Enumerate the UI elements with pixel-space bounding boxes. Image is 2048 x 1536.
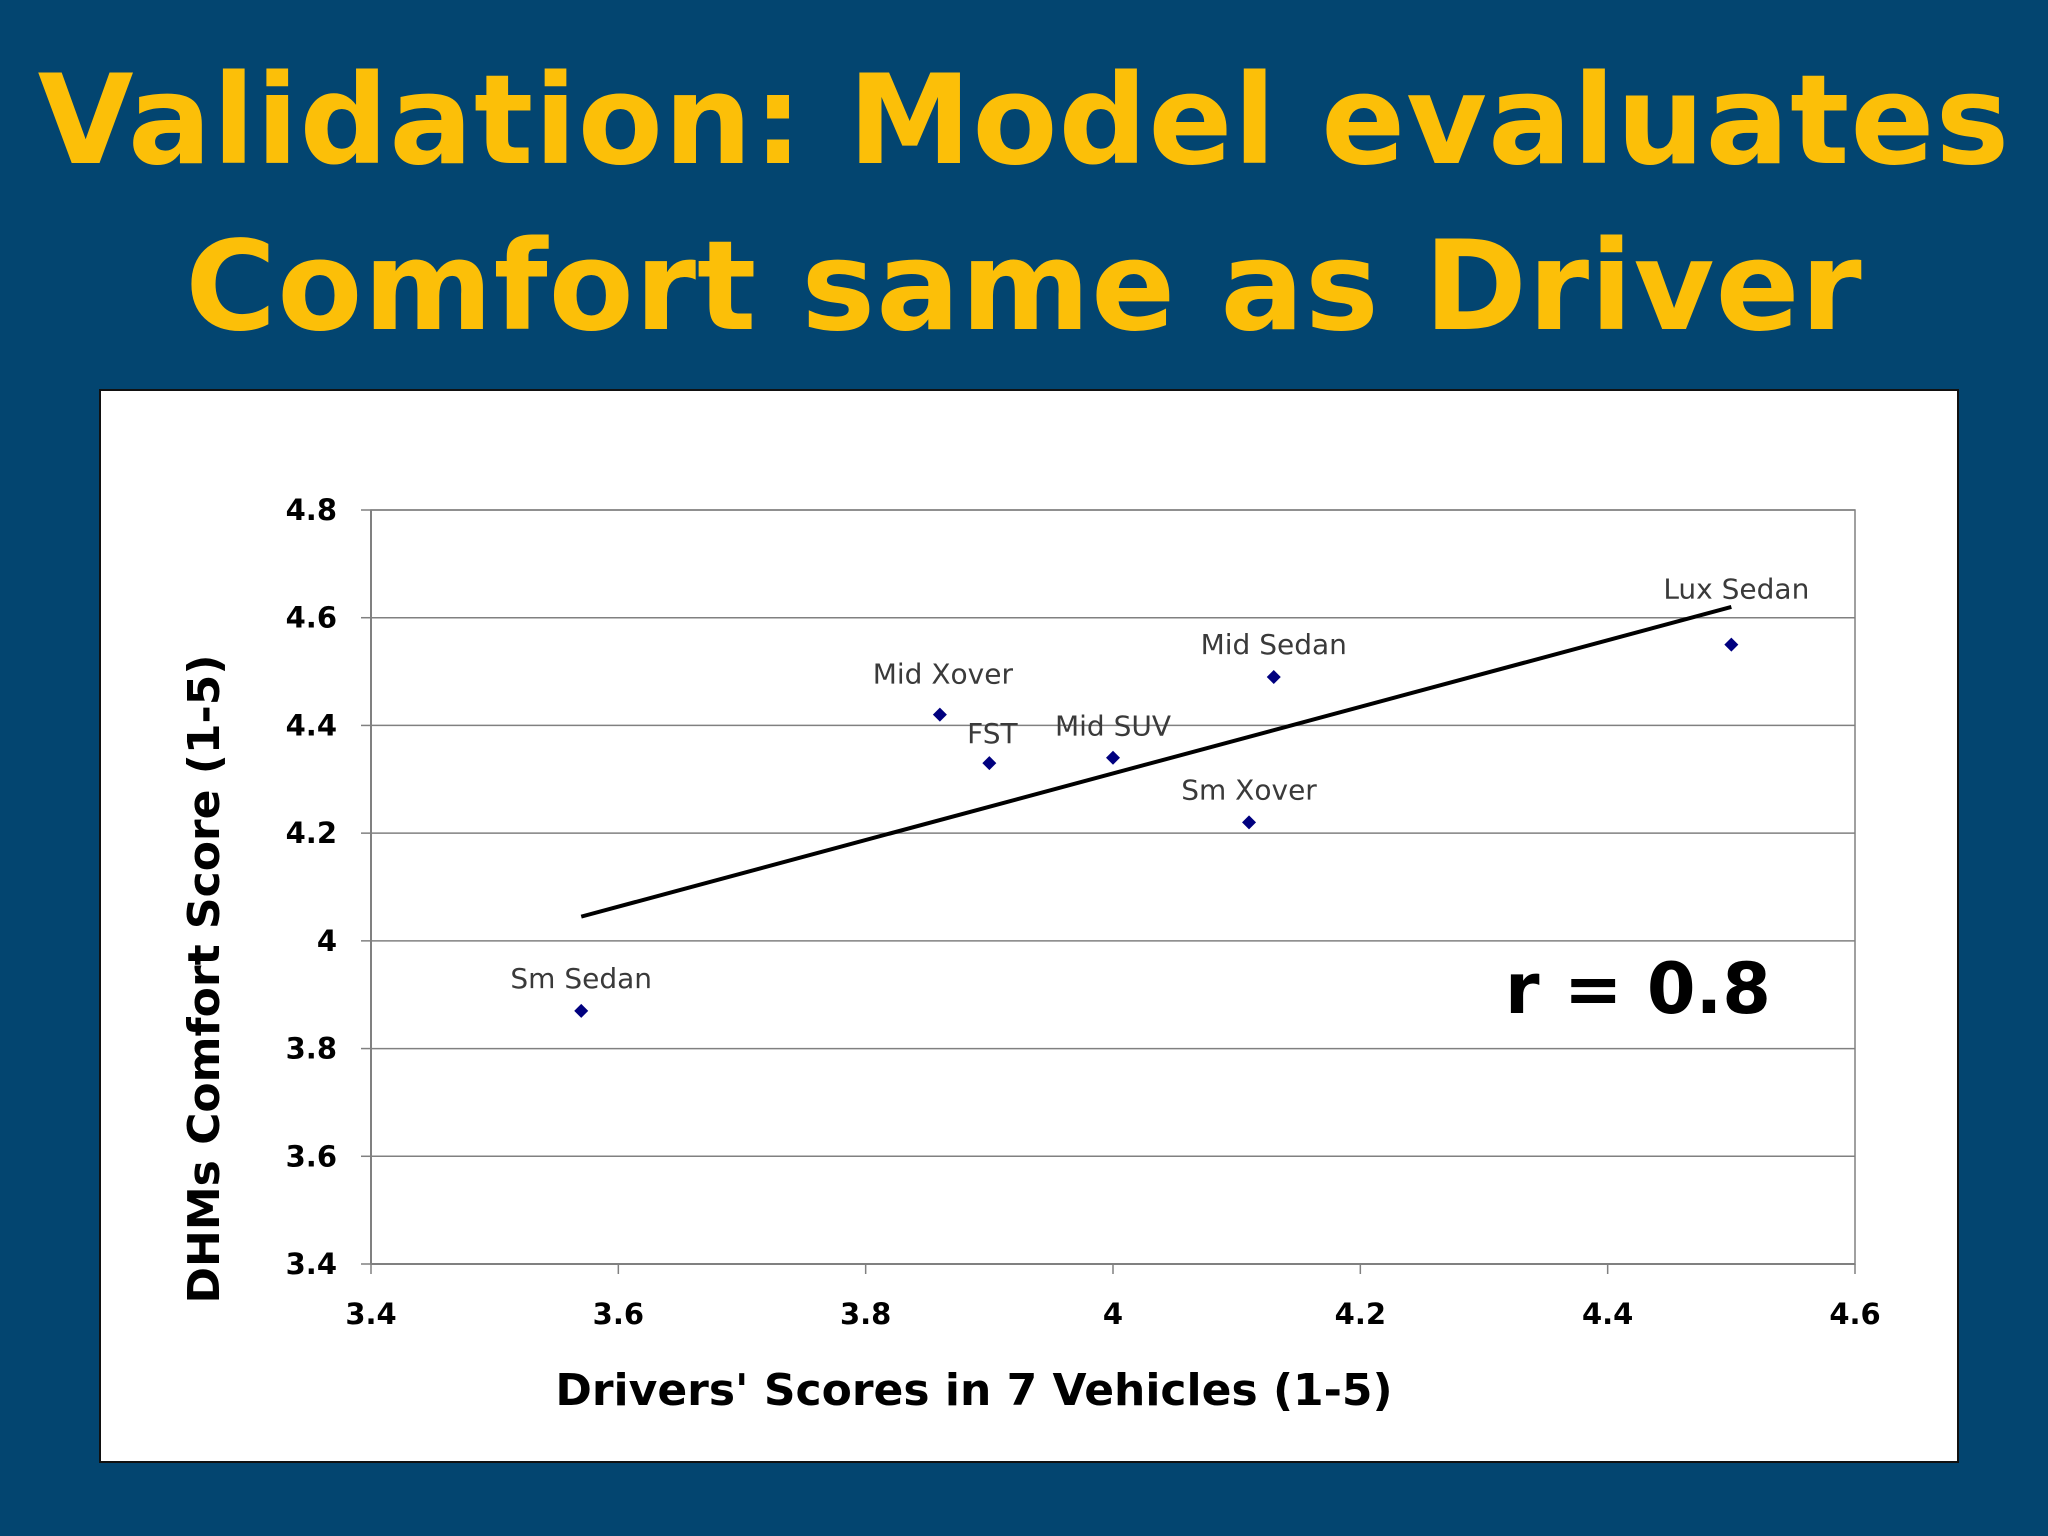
- y-tick-label: 4.8: [286, 493, 337, 527]
- y-tick-label: 3.6: [286, 1139, 337, 1173]
- data-point: [574, 1003, 589, 1018]
- y-tick-label: 3.8: [286, 1032, 337, 1066]
- correlation-annotation: r = 0.8: [1505, 948, 1771, 1030]
- slide-title-line-2: Comfort same as Driver: [185, 215, 1863, 359]
- point-label: Mid Xover: [873, 658, 1014, 691]
- gridlines: [371, 509, 1855, 1158]
- data-point: [982, 756, 997, 771]
- slide-title-line-1: Validation: Model evaluates: [37, 49, 2011, 193]
- point-label: Mid SUV: [1055, 710, 1171, 743]
- y-tick-label: 4: [317, 924, 337, 958]
- x-tick-label: 4: [1103, 1297, 1123, 1331]
- data-point: [1242, 815, 1257, 830]
- x-tick-label: 3.6: [593, 1297, 644, 1331]
- plot-area-border: [370, 509, 1856, 1265]
- point-label: FST: [967, 717, 1018, 750]
- point-label: Mid Sedan: [1201, 628, 1347, 661]
- y-tick-label: 4.6: [286, 601, 337, 635]
- x-tick-label: 4.6: [1829, 1297, 1880, 1331]
- y-tick-label: 4.2: [286, 816, 337, 850]
- point-labels: Sm Sedan Mid Xover FST Mid SUV Sm Xover Mid S…: [510, 573, 1809, 995]
- y-tick-label: 3.4: [286, 1247, 337, 1281]
- x-tick-label: 3.8: [840, 1297, 891, 1331]
- point-label: Sm Xover: [1181, 773, 1317, 806]
- x-tick-label: 3.4: [345, 1297, 396, 1331]
- slide-title: Validation: Model evaluates Comfort same…: [0, 38, 2048, 370]
- data-point: [1724, 637, 1739, 652]
- chart-panel: 3.4 3.6 3.8 4 4.2 4.4 4.6 4.8 3.4 3.6 3.8 4 4.2 4.4 4.…: [99, 389, 1959, 1463]
- y-tick-label: 4.4: [286, 708, 337, 742]
- data-point: [1106, 750, 1120, 765]
- axes: 3.4 3.6 3.8 4 4.2 4.4 4.6 4.8 3.4 3.6 3.8 4 4.2 4.4 4.…: [286, 493, 1881, 1331]
- point-label: Sm Sedan: [510, 962, 652, 995]
- y-axis-title: DHMs Comfort Score (1-5): [179, 655, 230, 1304]
- x-tick-label: 4.2: [1335, 1297, 1386, 1331]
- trendline-group: [580, 605, 1732, 919]
- scatter-chart: 3.4 3.6 3.8 4 4.2 4.4 4.6 4.8 3.4 3.6 3.8 4 4.2 4.4 4.…: [179, 493, 1881, 1416]
- trendline: [580, 605, 1732, 919]
- data-points: [574, 637, 1739, 1018]
- point-label: Lux Sedan: [1663, 573, 1809, 606]
- data-point: [1266, 669, 1281, 684]
- x-axis-title: Drivers' Scores in 7 Vehicles (1-5): [555, 1365, 1392, 1416]
- data-point: [932, 707, 947, 722]
- x-tick-label: 4.4: [1582, 1297, 1633, 1331]
